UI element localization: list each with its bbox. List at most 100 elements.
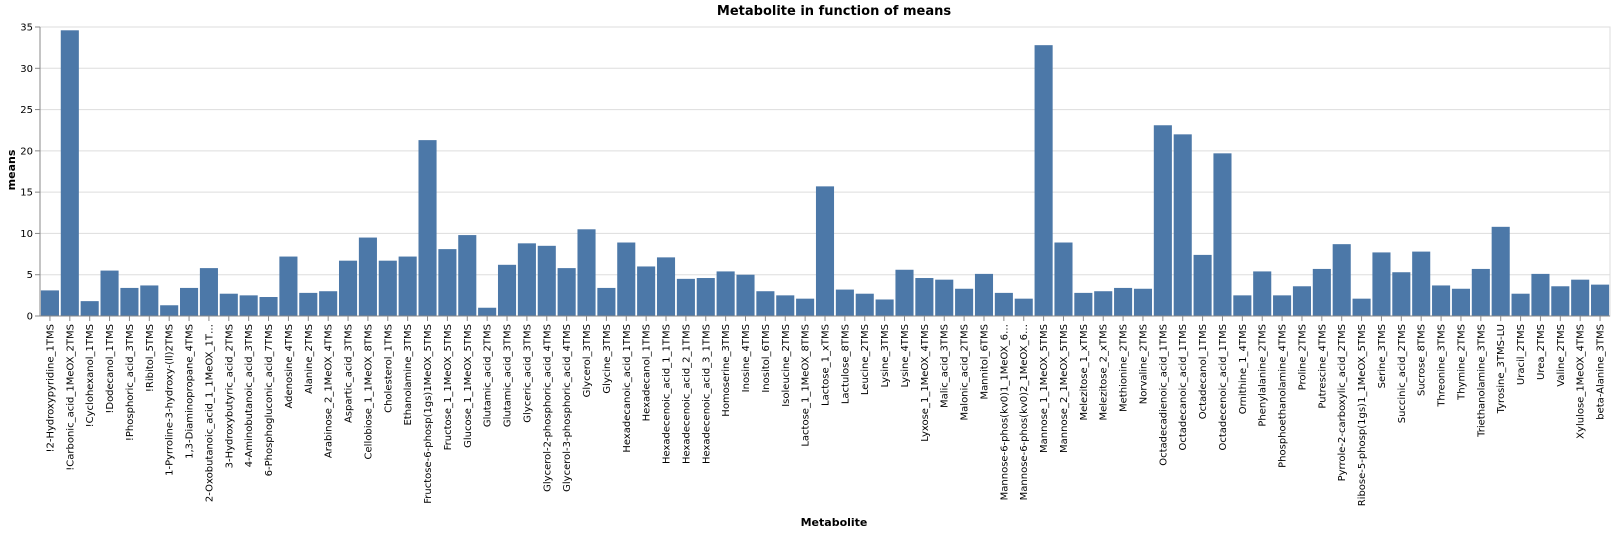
bar bbox=[974, 273, 994, 316]
x-tick-label: Mannose_2_1MeOX_5TMS bbox=[1059, 324, 1070, 453]
x-tick-label: Arabinose_2_1MeOX_4TMS bbox=[324, 324, 335, 458]
bar bbox=[219, 293, 238, 316]
y-tick-label: 30 bbox=[20, 64, 33, 75]
bar bbox=[875, 299, 894, 316]
x-tick-label: Methionine_2TMS bbox=[1119, 324, 1130, 412]
bar bbox=[199, 268, 218, 316]
bar bbox=[855, 293, 874, 316]
x-tick-label: Ornithine_1_4TMS bbox=[1238, 324, 1249, 414]
x-tick-label: Leucine_2TMS bbox=[860, 324, 871, 395]
bar bbox=[1332, 244, 1351, 316]
bar bbox=[319, 291, 338, 316]
x-tick-label: Glycerol_3TMS bbox=[582, 324, 593, 397]
bar bbox=[1094, 291, 1113, 316]
bar bbox=[299, 292, 318, 316]
x-tick-label: !Cyclohexanol_1TMS bbox=[85, 324, 96, 427]
x-tick-label: Glutamic_acid_3TMS bbox=[503, 324, 514, 427]
bar bbox=[1352, 298, 1371, 316]
x-tick-label: Lactose_1_xTMS bbox=[821, 324, 832, 406]
bar bbox=[1054, 242, 1073, 316]
x-tick-label: !2-Hydroxypyridine_1TMS bbox=[45, 324, 56, 453]
x-tick-label: Glycerol-2-phosphoric_acid_4TMS bbox=[542, 324, 553, 492]
x-axis-title: Metabolite bbox=[801, 516, 868, 529]
bar bbox=[1213, 153, 1232, 316]
bar bbox=[1412, 251, 1431, 316]
x-tick-label: 4-Aminobutanoic_acid_3TMS bbox=[244, 324, 255, 467]
y-tick-label: 15 bbox=[20, 188, 33, 199]
x-tick-label: Mannose-6-phos(kv0)2_1MeOX_6… bbox=[1019, 324, 1030, 500]
bar bbox=[497, 264, 517, 316]
x-tick-label: Lyxose_1_1MeOX_4TMS bbox=[920, 324, 931, 442]
bar bbox=[1551, 286, 1570, 316]
x-tick-label: Phosphoethanolamine_4TMS bbox=[1278, 324, 1289, 468]
y-axis-title: means bbox=[5, 149, 18, 190]
bar bbox=[1392, 272, 1411, 316]
bar bbox=[1233, 295, 1252, 316]
bar bbox=[1531, 273, 1550, 316]
bar bbox=[994, 292, 1013, 316]
x-tick-label: 1,3-Diaminopropane_4TMS bbox=[185, 324, 196, 459]
bar bbox=[120, 287, 139, 316]
x-tick-label: Glucose_1_1MeOX_5TMS bbox=[463, 324, 474, 448]
x-tick-label: Mannose_1_1MeOX_5TMS bbox=[1039, 324, 1050, 453]
bar bbox=[180, 287, 199, 316]
bar bbox=[517, 243, 536, 316]
bar bbox=[438, 249, 457, 316]
x-tick-label: beta-Alanine_3TMS bbox=[1596, 324, 1607, 420]
x-tick-label: Lactose_1_1MeOX_8TMS bbox=[801, 324, 812, 447]
x-tick-label: Urea_2TMS bbox=[1536, 324, 1547, 380]
bar bbox=[696, 278, 715, 316]
x-tick-label: Hexadecenoic_acid_1_1TMS bbox=[662, 324, 673, 464]
bar bbox=[279, 256, 298, 316]
y-tick-label: 10 bbox=[20, 229, 33, 240]
bar bbox=[935, 279, 954, 316]
bar bbox=[1253, 271, 1272, 316]
bar bbox=[378, 260, 397, 316]
bar bbox=[835, 289, 854, 316]
bar bbox=[259, 297, 278, 316]
x-tick-label: Octadecadienoic_acid_1TMS bbox=[1158, 324, 1169, 466]
x-tick-label: 1-Pyrroline-3-hydroxy-(ll)2TMS bbox=[165, 324, 176, 476]
bar bbox=[656, 257, 676, 316]
x-tick-label: Inosine_4TMS bbox=[741, 324, 752, 392]
x-tick-label: Hexadecenoic_acid_3_1TMS bbox=[701, 324, 712, 464]
x-tick-label: Xylulose_1MeOX_4TMS bbox=[1576, 324, 1587, 439]
bar bbox=[1133, 288, 1153, 316]
x-tick-label: Glycerol-3-phosphoric_acid_4TMS bbox=[562, 324, 573, 492]
x-tick-label: Glycine_3TMS bbox=[602, 324, 613, 394]
x-axis: !2-Hydroxypyridine_1TMS !Carbonic_acid_1M… bbox=[40, 315, 1610, 506]
bar bbox=[796, 298, 815, 316]
x-tick-label: 2-Oxobutanoic_acid_1_1MeOX_1T… bbox=[204, 324, 215, 502]
x-tick-label: Proline_2TMS bbox=[1297, 324, 1308, 390]
bar bbox=[1511, 293, 1530, 316]
bar bbox=[1034, 45, 1053, 317]
bar bbox=[160, 305, 179, 316]
x-tick-label: !Ribitol_5TMS bbox=[145, 324, 156, 392]
bar bbox=[955, 288, 974, 316]
bar bbox=[617, 242, 636, 316]
bar bbox=[40, 290, 59, 316]
bar bbox=[239, 295, 258, 316]
bar bbox=[776, 295, 795, 316]
x-tick-label: !Phosphoric_acid_3TMS bbox=[125, 324, 136, 441]
bar bbox=[1292, 286, 1312, 316]
bar bbox=[140, 285, 159, 316]
y-tick-label: 0 bbox=[27, 312, 33, 323]
x-tick-label: Melezitose_1_xTMS bbox=[1079, 324, 1090, 421]
x-tick-label: Tyrosine_3TMS-LU bbox=[1496, 324, 1507, 414]
x-tick-label: Aspartic_acid_3TMS bbox=[344, 324, 355, 423]
bar bbox=[1153, 125, 1172, 316]
bar bbox=[537, 245, 556, 316]
bars bbox=[40, 30, 1610, 317]
bar bbox=[1074, 292, 1093, 316]
x-tick-label: Glyceric_acid_3TMS bbox=[522, 324, 533, 423]
bar bbox=[756, 291, 775, 316]
x-tick-label: Hexadecanoic_acid_1TMS bbox=[622, 324, 633, 453]
x-tick-label: Thymine_2TMS bbox=[1456, 324, 1467, 401]
bar bbox=[736, 274, 755, 316]
y-axis: 0 5 10 15 20 25 30 35 bbox=[20, 23, 41, 323]
x-tick-label: Mannose-6-phos(kv0)1_1MeOX_6… bbox=[999, 324, 1010, 500]
x-tick-label: Cellobiose_1_1MeOX_8TMS bbox=[363, 324, 374, 459]
bar bbox=[1014, 298, 1033, 316]
